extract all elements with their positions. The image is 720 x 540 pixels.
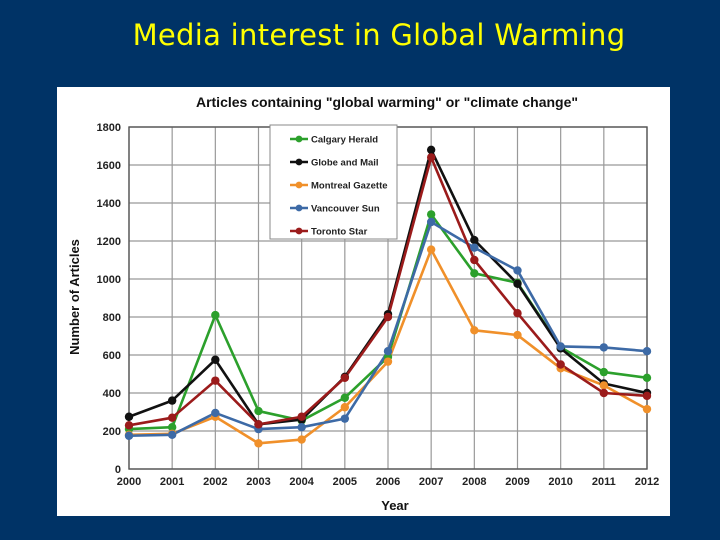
data-point-toronto-star — [426, 153, 436, 162]
x-tick-label: 2004 — [289, 476, 314, 488]
data-point-calgary-herald — [254, 406, 263, 416]
data-point-vancouver-sun — [599, 343, 609, 352]
data-point-toronto-star — [211, 376, 220, 385]
data-point-toronto-star — [599, 388, 609, 398]
data-point-calgary-herald — [599, 367, 609, 377]
x-axis-label: Year — [381, 498, 408, 513]
data-point-toronto-star — [167, 413, 177, 422]
data-point-globe-and-mail — [124, 412, 134, 421]
data-point-vancouver-sun — [340, 414, 350, 423]
x-tick-label: 2009 — [505, 476, 529, 488]
legend-marker-calgary-herald — [295, 135, 303, 143]
data-point-vancouver-sun — [124, 431, 134, 440]
data-point-calgary-herald — [426, 210, 436, 219]
series-lines — [124, 145, 652, 448]
data-point-montreal-gazette — [513, 330, 522, 340]
y-tick-label: 600 — [103, 350, 121, 362]
y-tick-label: 1000 — [97, 274, 121, 286]
data-point-montreal-gazette — [642, 404, 652, 414]
data-point-montreal-gazette — [340, 403, 350, 412]
data-point-calgary-herald — [211, 310, 220, 320]
data-point-toronto-star — [340, 373, 350, 382]
data-point-toronto-star — [124, 421, 134, 430]
y-tick-label: 400 — [103, 388, 121, 400]
data-point-calgary-herald — [470, 269, 479, 278]
data-point-toronto-star — [383, 312, 393, 322]
x-tick-label: 2006 — [376, 476, 400, 488]
data-point-vancouver-sun — [426, 217, 436, 227]
data-point-vancouver-sun — [383, 347, 393, 356]
data-point-vancouver-sun — [211, 408, 220, 418]
x-tick-label: 2011 — [592, 476, 616, 488]
line-chart: Articles containing "global warming" or … — [67, 94, 660, 513]
legend-marker-toronto-star — [295, 227, 303, 235]
legend-marker-montreal-gazette — [295, 181, 303, 189]
y-tick-label: 1600 — [97, 160, 121, 172]
y-tick-label: 1400 — [97, 198, 121, 210]
chart-title: Articles containing "global warming" or … — [196, 94, 578, 110]
data-point-montreal-gazette — [297, 435, 306, 444]
data-point-globe-and-mail — [167, 396, 177, 405]
data-point-toronto-star — [513, 309, 522, 318]
x-tick-label: 2008 — [462, 476, 486, 488]
data-point-calgary-herald — [642, 373, 652, 382]
data-point-toronto-star — [254, 420, 263, 429]
axis-tick-labels: 0 200 400 600 800 1000 1200 1400 1600 1800 2000 200… — [97, 122, 660, 488]
data-point-toronto-star — [642, 391, 652, 401]
y-axis-label: Number of Articles — [67, 239, 82, 355]
legend: Calgary Herald Globe and Mail Montreal Gaz… — [269, 124, 398, 240]
legend-label-calgary-herald: Calgary Herald — [311, 135, 378, 146]
x-tick-label: 2007 — [419, 476, 443, 488]
x-tick-label: 2012 — [635, 476, 659, 488]
slide-title: Media interest in Global Warming — [132, 18, 626, 52]
data-point-globe-and-mail — [211, 355, 220, 364]
y-tick-label: 0 — [115, 464, 121, 476]
data-point-toronto-star — [470, 255, 479, 265]
data-point-montreal-gazette — [383, 357, 393, 366]
data-point-vancouver-sun — [297, 423, 306, 432]
y-tick-label: 800 — [103, 312, 121, 324]
x-tick-label: 2000 — [117, 476, 141, 488]
x-tick-label: 2005 — [333, 476, 357, 488]
data-point-calgary-herald — [167, 423, 177, 432]
data-point-globe-and-mail — [513, 279, 522, 288]
legend-label-toronto-star: Toronto Star — [311, 227, 368, 238]
x-tick-label: 2010 — [548, 476, 572, 488]
legend-label-globe-and-mail: Globe and Mail — [311, 158, 379, 169]
y-tick-label: 1800 — [97, 122, 121, 134]
data-point-vancouver-sun — [642, 347, 652, 356]
legend-label-vancouver-sun: Vancouver Sun — [311, 204, 380, 215]
data-point-globe-and-mail — [426, 145, 436, 154]
data-point-calgary-herald — [340, 393, 350, 402]
data-point-vancouver-sun — [556, 342, 565, 351]
legend-box — [269, 124, 398, 240]
data-point-montreal-gazette — [254, 439, 263, 448]
data-point-toronto-star — [556, 360, 565, 369]
data-point-montreal-gazette — [599, 381, 609, 390]
x-tick-label: 2002 — [203, 476, 227, 488]
legend-marker-globe-and-mail — [295, 158, 303, 166]
data-point-vancouver-sun — [513, 266, 522, 275]
data-point-toronto-star — [297, 412, 306, 421]
legend-marker-vancouver-sun — [295, 204, 303, 212]
data-point-vancouver-sun — [470, 243, 479, 252]
data-point-vancouver-sun — [167, 430, 177, 439]
data-point-montreal-gazette — [470, 326, 479, 335]
x-tick-label: 2003 — [246, 476, 270, 488]
data-point-globe-and-mail — [470, 235, 479, 245]
y-tick-label: 1200 — [97, 236, 121, 248]
chart-panel: Articles containing "global warming" or … — [57, 87, 670, 516]
data-point-montreal-gazette — [426, 245, 436, 254]
y-tick-label: 200 — [103, 426, 121, 438]
legend-label-montreal-gazette: Montreal Gazette — [311, 181, 388, 192]
x-tick-label: 2001 — [160, 476, 184, 488]
